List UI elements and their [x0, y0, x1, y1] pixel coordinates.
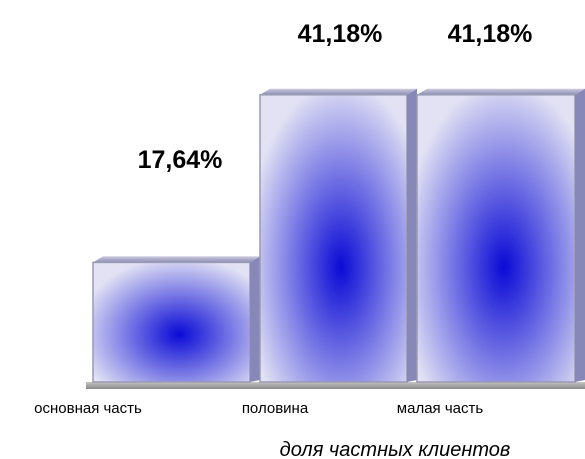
- bar-front-face: [416, 94, 576, 383]
- bar-top-face: [417, 88, 585, 95]
- category-labels: основная часть половина малая часть: [34, 400, 483, 417]
- x-axis-title: доля частных клиентов: [280, 439, 511, 459]
- bar-top-face: [260, 88, 417, 95]
- bar: [416, 88, 585, 383]
- bar-side-face: [250, 256, 260, 382]
- bar-value-label: 17,64%: [138, 146, 223, 174]
- value-labels: 17,64% 41,18% 41,18%: [138, 20, 533, 174]
- category-tick-label: половина: [242, 400, 309, 417]
- bar: [259, 88, 417, 383]
- bar-value-label: 41,18%: [298, 20, 383, 48]
- category-tick-label: основная часть: [34, 400, 142, 417]
- floor-plane: [86, 382, 585, 389]
- category-tick-label: малая часть: [397, 400, 484, 417]
- bars: [92, 88, 585, 383]
- chart-floor: [86, 382, 585, 389]
- bar-front-face: [259, 94, 408, 383]
- bar-value-label: 41,18%: [448, 20, 533, 48]
- bar-side-face: [407, 88, 417, 382]
- bar: [92, 256, 260, 383]
- bar-top-face: [93, 256, 260, 263]
- bar-side-face: [575, 88, 585, 382]
- bar-front-face: [92, 261, 251, 383]
